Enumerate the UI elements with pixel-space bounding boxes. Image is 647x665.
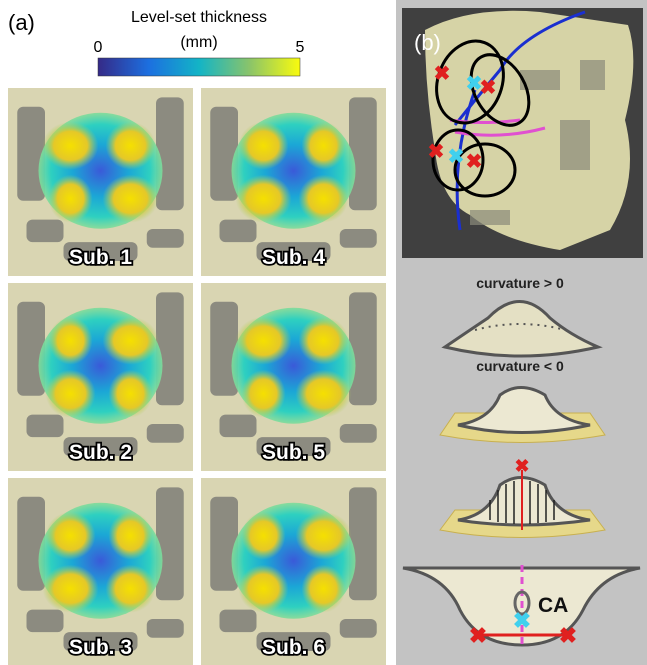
thick-lobe — [102, 316, 159, 365]
landmark: ✖ — [514, 456, 529, 476]
sulcus — [349, 292, 377, 406]
ca-label: CA — [538, 594, 568, 617]
subject-panel: Sub. 1 — [8, 88, 193, 276]
thick-lobe — [301, 121, 346, 170]
annotations — [431, 10, 586, 231]
sulcus — [63, 242, 138, 261]
sulcus — [17, 496, 45, 591]
sulcus — [26, 414, 64, 438]
sulcus — [146, 229, 184, 248]
bump-negative — [457, 386, 591, 434]
caption: curvature < 0 — [476, 358, 564, 374]
landmarks: ✖✖ ✖ ✖ ✖ ✖ — [428, 63, 497, 173]
colorbar-tick: 0 — [94, 39, 103, 56]
subject-panel: Sub. 5 — [201, 283, 386, 471]
thick-lobe — [48, 316, 93, 365]
svg-text:✖: ✖ — [480, 77, 497, 99]
subject-label: Sub. 5 — [262, 441, 325, 464]
thick-lobe — [45, 511, 96, 560]
colorbar — [97, 57, 301, 77]
subject-panel: Sub. 6 — [201, 478, 386, 665]
svg-text:✖: ✖ — [434, 63, 451, 85]
svg-text:✖: ✖ — [513, 608, 531, 633]
sulcus — [210, 496, 238, 591]
sulcus — [17, 106, 45, 201]
thick-lobe — [241, 511, 286, 560]
sulcus — [339, 229, 377, 248]
sulcus — [349, 487, 377, 601]
sulcus — [17, 301, 45, 396]
thick-lobe — [42, 121, 99, 170]
thick-lobe — [235, 316, 292, 365]
sulcus — [156, 487, 184, 601]
thick-lobe — [298, 174, 349, 223]
sulcus — [349, 97, 377, 211]
svg-text:✖: ✖ — [559, 623, 577, 648]
panel-b-label: (b) — [414, 30, 441, 55]
subject-label: Sub. 6 — [262, 636, 325, 659]
bg — [403, 565, 640, 660]
thick-lobe — [238, 121, 289, 170]
svg-text:✖: ✖ — [469, 623, 487, 648]
subject-panel: Sub. 2 — [8, 283, 193, 471]
sulcus — [219, 414, 257, 438]
colorbar-title: Level-set thickness — [131, 9, 267, 26]
sulcus — [339, 424, 377, 443]
landmarks: ✖ ✖ ✖ — [469, 608, 577, 648]
sulcus — [156, 292, 184, 406]
subject-label: Sub. 2 — [69, 441, 132, 464]
sulcus — [339, 619, 377, 638]
ca — [513, 590, 531, 616]
sulcus — [219, 219, 257, 243]
thick-lobe — [48, 174, 93, 223]
panel-a-label: (a) — [8, 10, 35, 35]
sulcus — [146, 619, 184, 638]
thick-lobe — [301, 564, 346, 613]
sulcus — [256, 242, 331, 261]
normals — [489, 470, 555, 530]
sulcus — [219, 609, 257, 633]
sulcus — [146, 424, 184, 443]
thick-lobe — [105, 564, 156, 613]
bump-lines — [457, 476, 591, 527]
sulcus — [26, 219, 64, 243]
svg-text:✖: ✖ — [448, 146, 465, 168]
sulcus — [256, 437, 331, 456]
sulcus — [156, 97, 184, 211]
thick-lobe — [105, 121, 156, 170]
svg-text:✖: ✖ — [466, 151, 483, 173]
colorbar-unit: (mm) — [180, 34, 217, 51]
sulcus — [26, 609, 64, 633]
subject-panel: Sub. 4 — [201, 88, 386, 276]
thick-lobe — [42, 564, 99, 613]
sulci — [470, 60, 605, 225]
thick-lobe — [102, 174, 159, 223]
thick-lobe — [295, 511, 352, 560]
bump-positive — [441, 300, 603, 358]
sulcus — [210, 301, 238, 396]
subject-label: Sub. 3 — [69, 636, 132, 659]
thick-lobe — [45, 369, 96, 418]
thick-lobe — [295, 369, 352, 418]
thick-lobe — [235, 174, 292, 223]
thick-lobe — [108, 369, 153, 418]
colorbar-tick: 5 — [296, 39, 305, 56]
subject-label: Sub. 4 — [262, 246, 325, 269]
thick-lobe — [238, 564, 289, 613]
sulcus — [63, 632, 138, 651]
thick-lobe — [241, 369, 286, 418]
thick-lobe — [108, 511, 153, 560]
subject-label: Sub. 1 — [69, 246, 132, 269]
caption: curvature > 0 — [476, 275, 564, 291]
sulcus — [210, 106, 238, 201]
sulcus — [63, 437, 138, 456]
svg-text:✖: ✖ — [428, 141, 445, 163]
svg-text:✖: ✖ — [466, 73, 483, 95]
thick-lobe — [298, 316, 349, 365]
sulcus — [256, 632, 331, 651]
subject-panel: Sub. 3 — [8, 478, 193, 665]
